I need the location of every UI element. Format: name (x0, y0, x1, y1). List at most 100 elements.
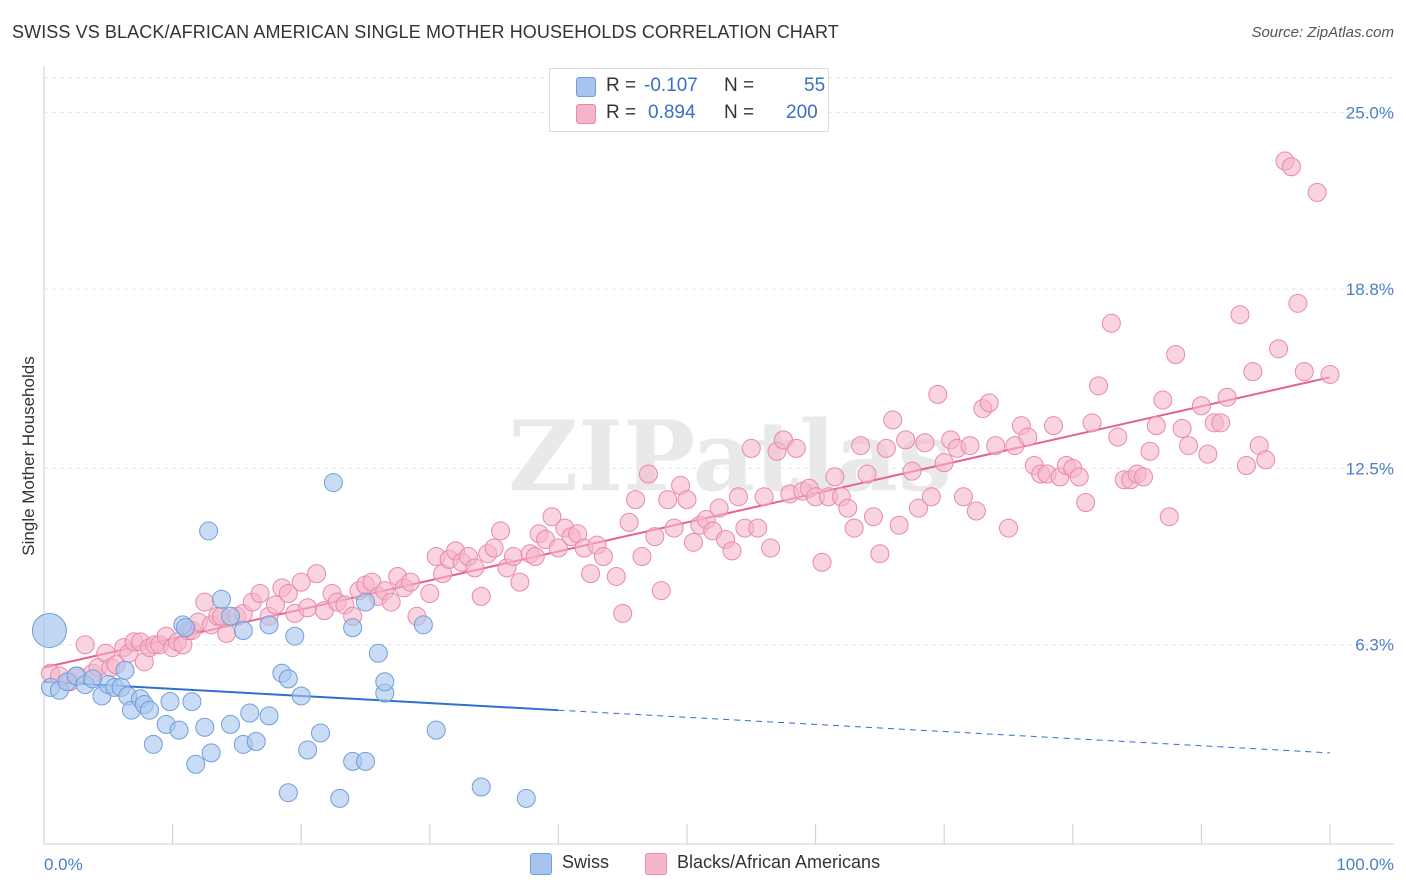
swiss-point (471, 777, 491, 797)
source-label: Source: ZipAtlas.com (1251, 24, 1394, 41)
y-tick-labels: 6.3% 12.5% 18.8% 25.0% (1346, 104, 1394, 655)
blacks-point (934, 453, 954, 473)
grid-lines (44, 77, 1394, 646)
blacks-point (1140, 441, 1160, 461)
blacks-point (1256, 450, 1276, 470)
legend-n-label: N = (724, 75, 755, 96)
swiss-point (259, 615, 279, 635)
blacks-point (1089, 376, 1109, 396)
blacks-point (709, 498, 729, 518)
correlation-legend: R = -0.107 N = 55 R = 0.894 N = 200 (549, 68, 829, 132)
blacks-point (645, 527, 665, 547)
legend-r-value-swiss: -0.107 (644, 75, 698, 96)
blacks-point (307, 564, 327, 584)
swiss-point (368, 643, 388, 663)
blacks-point (626, 490, 646, 510)
swiss-point (186, 754, 206, 774)
blacks-point (915, 433, 935, 453)
blacks-point (908, 498, 928, 518)
blacks-point (510, 572, 530, 592)
blacks-trend-line (43, 376, 1331, 669)
y-tick-label: 25.0% (1346, 104, 1394, 123)
blacks-point (278, 584, 298, 604)
blacks-point (75, 635, 95, 655)
blacks-point (1153, 390, 1173, 410)
blacks-point (548, 538, 568, 558)
blacks-point (1281, 157, 1301, 177)
swiss-trend-extension (558, 709, 1331, 754)
blacks-point (1211, 413, 1231, 433)
blacks-point (1179, 436, 1199, 456)
swiss-point (201, 743, 221, 763)
blacks-point (728, 487, 748, 507)
legend-swatch-swiss (530, 853, 552, 875)
swiss-point (182, 692, 202, 712)
blacks-point (921, 487, 941, 507)
blacks-point (754, 487, 774, 507)
swiss-point (426, 720, 446, 740)
y-tick-label: 12.5% (1346, 459, 1394, 478)
blacks-point (420, 584, 440, 604)
blacks-point (381, 592, 401, 612)
swiss-point (211, 589, 231, 609)
swiss-point (278, 669, 298, 689)
blacks-point (999, 518, 1018, 538)
blacks-point (741, 438, 761, 458)
swiss-point (413, 615, 433, 635)
blacks-point (250, 584, 270, 604)
blacks-point (677, 490, 697, 510)
swiss-point (375, 672, 395, 692)
swiss-point (233, 621, 253, 641)
blacks-point (217, 623, 237, 643)
blacks-point (902, 461, 922, 481)
blacks-point (966, 501, 986, 521)
legend-r-value-blacks: 0.894 (648, 102, 696, 123)
legend-r-label: R = (606, 102, 637, 123)
swiss-point (199, 521, 219, 541)
blacks-point (1044, 416, 1064, 436)
blacks-point (1307, 182, 1327, 202)
blacks-point (291, 572, 311, 592)
legend-n-label: N = (724, 102, 755, 123)
legend-n-value-swiss: 55 (804, 75, 826, 96)
blacks-point (863, 507, 883, 527)
blacks-point (889, 515, 909, 535)
y-tick-label: 6.3% (1355, 636, 1394, 655)
chart-title: SWISS VS BLACK/AFRICAN AMERICAN SINGLE M… (12, 22, 839, 42)
blacks-point (960, 436, 980, 456)
swiss-point (323, 473, 343, 493)
blacks-point (1069, 467, 1089, 487)
blacks-point (979, 393, 999, 413)
blacks-point (870, 544, 890, 564)
blacks-point (581, 564, 601, 584)
blacks-point (632, 547, 652, 567)
axes (43, 66, 1394, 845)
blacks-point (1191, 396, 1211, 416)
legend-swatch-swiss (576, 77, 596, 97)
blacks-point (1101, 313, 1121, 333)
y-tick-label: 18.8% (1346, 280, 1394, 299)
blacks-point (838, 498, 858, 518)
blacks-point (1294, 362, 1314, 382)
blacks-point (401, 572, 421, 592)
blacks-point (1082, 413, 1102, 433)
blacks-point (503, 547, 523, 567)
blacks-point (1320, 364, 1340, 384)
legend-n-value-blacks: 200 (786, 102, 818, 123)
blacks-point (664, 518, 684, 538)
blacks-point (683, 532, 703, 552)
series-swiss-points (31, 473, 536, 808)
swiss-point (115, 660, 135, 680)
legend-swatch-blacks (576, 104, 596, 124)
swiss-point (516, 788, 536, 808)
swiss-point (310, 723, 330, 743)
swiss-point (175, 618, 195, 638)
blacks-point (748, 518, 768, 538)
blacks-point (953, 487, 973, 507)
blacks-point (896, 430, 916, 450)
blacks-point (606, 566, 626, 586)
blacks-point (1108, 427, 1128, 447)
blacks-point (851, 436, 871, 456)
blacks-point (883, 410, 903, 430)
